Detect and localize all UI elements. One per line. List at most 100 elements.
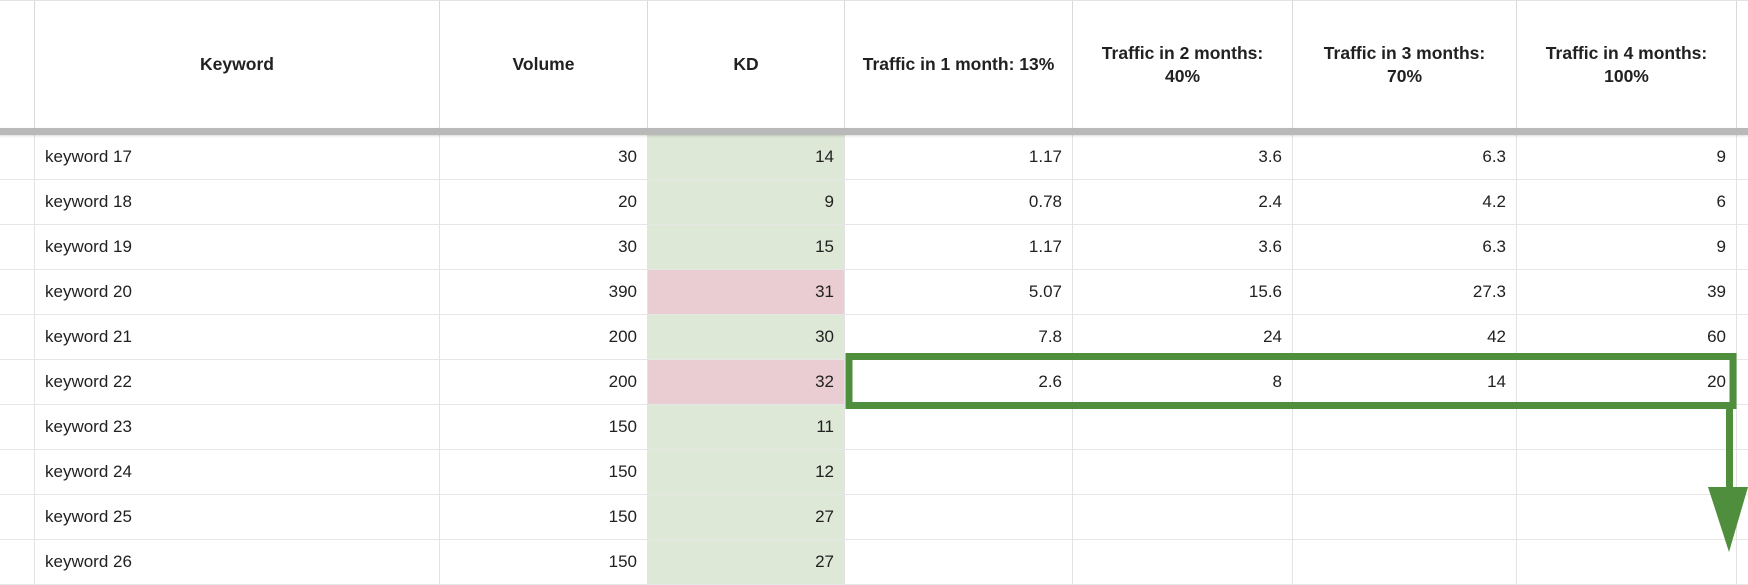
cell-t2[interactable] — [1073, 495, 1293, 540]
cell-t1[interactable] — [845, 450, 1073, 495]
cell-t2[interactable] — [1073, 405, 1293, 450]
cell-volume[interactable]: 200 — [440, 315, 648, 360]
cell-t1[interactable]: 2.6 — [845, 360, 1073, 405]
cell-t2[interactable]: 15.6 — [1073, 270, 1293, 315]
cell-t3[interactable] — [1293, 540, 1517, 585]
cell-keyword[interactable]: keyword 17 — [35, 135, 440, 180]
cell-overflow[interactable] — [1737, 540, 1748, 585]
cell-volume[interactable]: 150 — [440, 540, 648, 585]
cell-t4[interactable]: 60 — [1517, 315, 1737, 360]
cell-t4[interactable]: 9 — [1517, 135, 1737, 180]
cell-overflow[interactable] — [1737, 360, 1748, 405]
header-cell-t2[interactable]: Traffic in 2 months: 40% — [1073, 1, 1293, 128]
cell-t2[interactable]: 3.6 — [1073, 225, 1293, 270]
cell-keyword[interactable]: keyword 25 — [35, 495, 440, 540]
cell-volume[interactable]: 30 — [440, 135, 648, 180]
header-cell-t1[interactable]: Traffic in 1 month: 13% — [845, 1, 1073, 128]
cell-t4[interactable]: 9 — [1517, 225, 1737, 270]
header-cell-t3[interactable]: Traffic in 3 months: 70% — [1293, 1, 1517, 128]
header-cell-overflow[interactable] — [1737, 1, 1748, 128]
cell-rowhead[interactable] — [0, 360, 35, 405]
header-cell-volume[interactable]: Volume — [440, 1, 648, 128]
frozen-row-divider[interactable] — [0, 128, 1748, 135]
cell-rowhead[interactable] — [0, 495, 35, 540]
cell-overflow[interactable] — [1737, 495, 1748, 540]
cell-t3[interactable]: 27.3 — [1293, 270, 1517, 315]
cell-t4[interactable]: 6 — [1517, 180, 1737, 225]
cell-t1[interactable]: 0.78 — [845, 180, 1073, 225]
cell-rowhead[interactable] — [0, 405, 35, 450]
cell-t3[interactable] — [1293, 495, 1517, 540]
cell-kd[interactable]: 9 — [648, 180, 845, 225]
cell-t2[interactable]: 8 — [1073, 360, 1293, 405]
cell-overflow[interactable] — [1737, 270, 1748, 315]
cell-t3[interactable] — [1293, 450, 1517, 495]
cell-t3[interactable]: 42 — [1293, 315, 1517, 360]
header-cell-keyword[interactable]: Keyword — [35, 1, 440, 128]
cell-rowhead[interactable] — [0, 135, 35, 180]
cell-t4[interactable] — [1517, 405, 1737, 450]
cell-t4[interactable]: 20 — [1517, 360, 1737, 405]
cell-rowhead[interactable] — [0, 315, 35, 360]
cell-t1[interactable] — [845, 540, 1073, 585]
header-cell-rowhead[interactable] — [0, 1, 35, 128]
cell-overflow[interactable] — [1737, 405, 1748, 450]
cell-keyword[interactable]: keyword 22 — [35, 360, 440, 405]
cell-keyword[interactable]: keyword 18 — [35, 180, 440, 225]
cell-keyword[interactable]: keyword 23 — [35, 405, 440, 450]
cell-t2[interactable]: 3.6 — [1073, 135, 1293, 180]
cell-kd[interactable]: 27 — [648, 540, 845, 585]
cell-overflow[interactable] — [1737, 315, 1748, 360]
cell-volume[interactable]: 150 — [440, 450, 648, 495]
cell-t4[interactable] — [1517, 450, 1737, 495]
cell-overflow[interactable] — [1737, 135, 1748, 180]
cell-volume[interactable]: 30 — [440, 225, 648, 270]
cell-t1[interactable]: 7.8 — [845, 315, 1073, 360]
cell-keyword[interactable]: keyword 26 — [35, 540, 440, 585]
cell-volume[interactable]: 150 — [440, 495, 648, 540]
cell-rowhead[interactable] — [0, 450, 35, 495]
cell-keyword[interactable]: keyword 20 — [35, 270, 440, 315]
cell-t1[interactable] — [845, 405, 1073, 450]
cell-t1[interactable] — [845, 495, 1073, 540]
cell-kd[interactable]: 32 — [648, 360, 845, 405]
cell-t3[interactable]: 6.3 — [1293, 225, 1517, 270]
cell-kd[interactable]: 11 — [648, 405, 845, 450]
cell-rowhead[interactable] — [0, 225, 35, 270]
cell-keyword[interactable]: keyword 19 — [35, 225, 440, 270]
cell-overflow[interactable] — [1737, 180, 1748, 225]
header-cell-kd[interactable]: KD — [648, 1, 845, 128]
cell-overflow[interactable] — [1737, 450, 1748, 495]
cell-t3[interactable]: 6.3 — [1293, 135, 1517, 180]
cell-t2[interactable]: 2.4 — [1073, 180, 1293, 225]
cell-t2[interactable]: 24 — [1073, 315, 1293, 360]
cell-volume[interactable]: 20 — [440, 180, 648, 225]
cell-kd[interactable]: 27 — [648, 495, 845, 540]
cell-t4[interactable]: 39 — [1517, 270, 1737, 315]
cell-t2[interactable] — [1073, 540, 1293, 585]
cell-kd[interactable]: 14 — [648, 135, 845, 180]
cell-overflow[interactable] — [1737, 225, 1748, 270]
cell-rowhead[interactable] — [0, 540, 35, 585]
cell-t3[interactable]: 14 — [1293, 360, 1517, 405]
cell-keyword[interactable]: keyword 21 — [35, 315, 440, 360]
cell-t3[interactable]: 4.2 — [1293, 180, 1517, 225]
cell-t4[interactable] — [1517, 540, 1737, 585]
cell-t3[interactable] — [1293, 405, 1517, 450]
header-cell-t4[interactable]: Traffic in 4 months: 100% — [1517, 1, 1737, 128]
cell-rowhead[interactable] — [0, 270, 35, 315]
cell-t1[interactable]: 1.17 — [845, 135, 1073, 180]
cell-t1[interactable]: 5.07 — [845, 270, 1073, 315]
cell-kd[interactable]: 15 — [648, 225, 845, 270]
cell-rowhead[interactable] — [0, 180, 35, 225]
cell-volume[interactable]: 390 — [440, 270, 648, 315]
cell-keyword[interactable]: keyword 24 — [35, 450, 440, 495]
cell-kd[interactable]: 31 — [648, 270, 845, 315]
cell-kd[interactable]: 12 — [648, 450, 845, 495]
cell-kd[interactable]: 30 — [648, 315, 845, 360]
cell-t1[interactable]: 1.17 — [845, 225, 1073, 270]
cell-volume[interactable]: 200 — [440, 360, 648, 405]
cell-t2[interactable] — [1073, 450, 1293, 495]
cell-t4[interactable] — [1517, 495, 1737, 540]
cell-volume[interactable]: 150 — [440, 405, 648, 450]
